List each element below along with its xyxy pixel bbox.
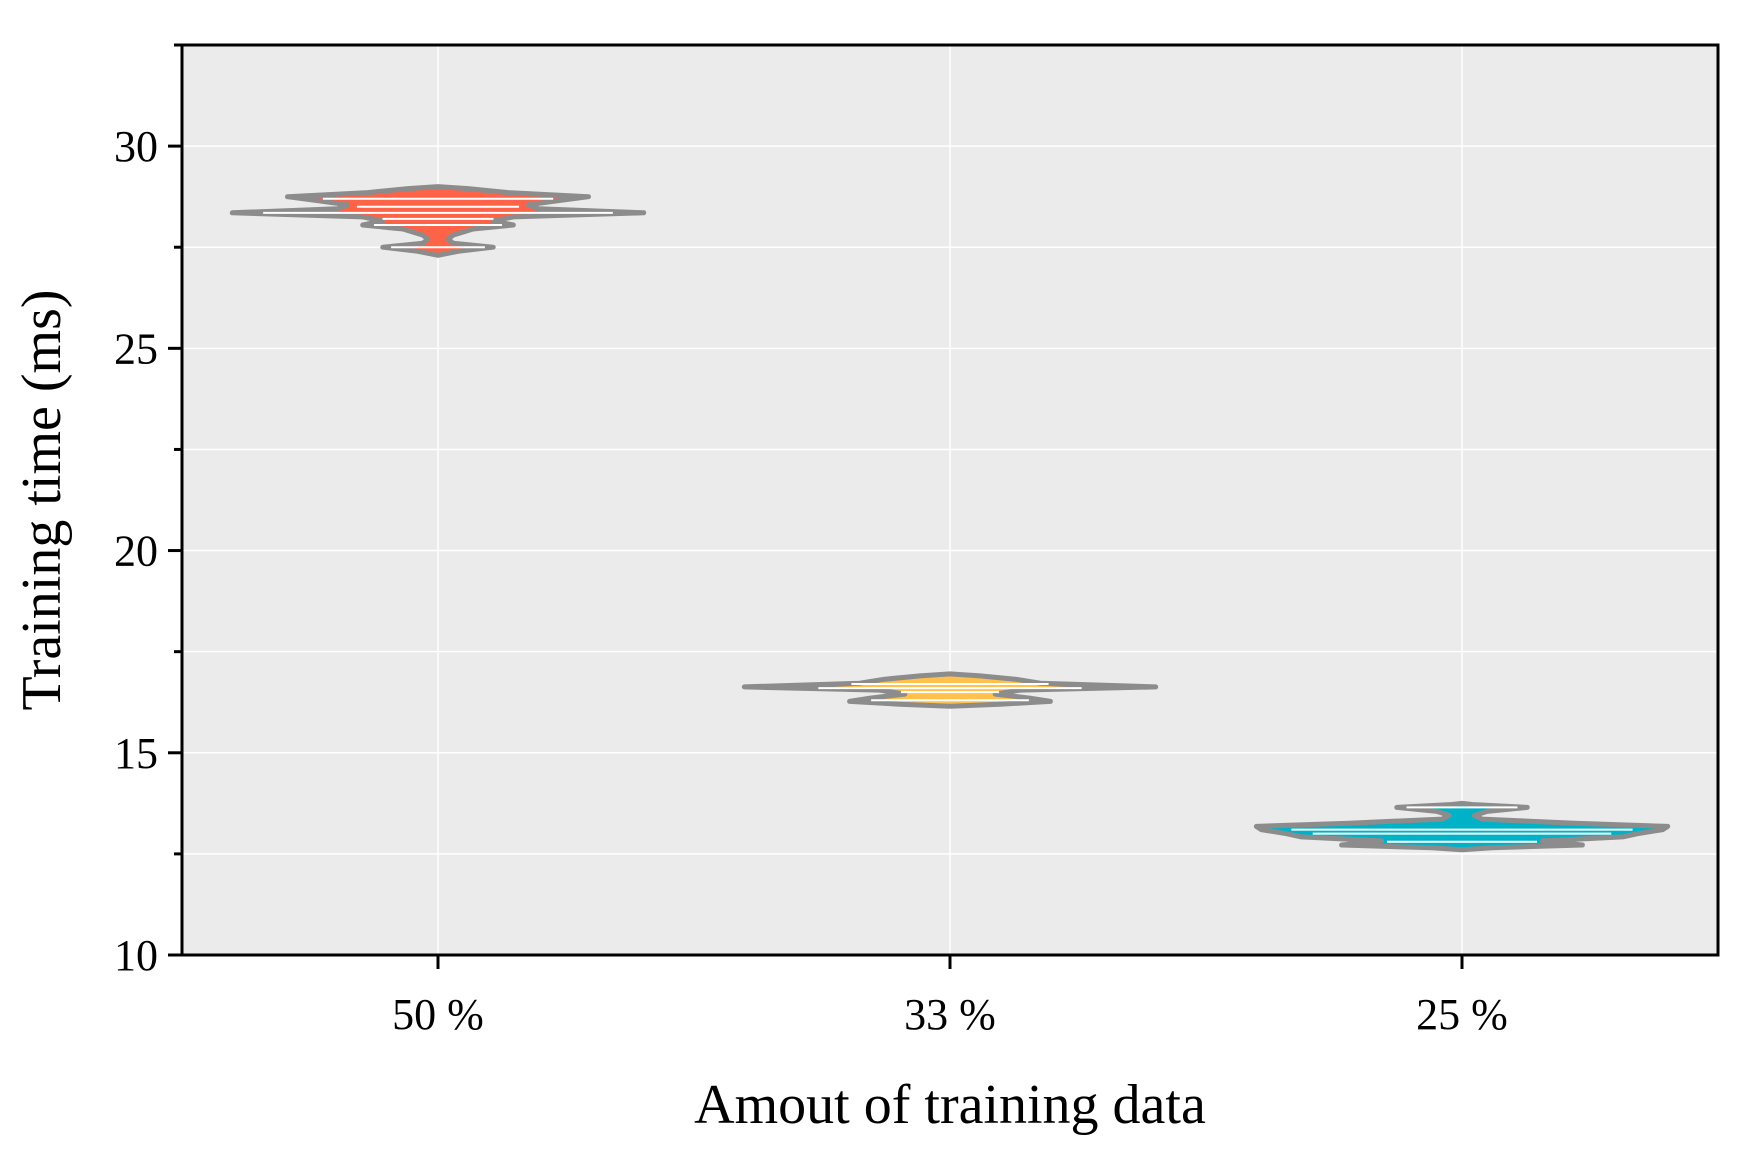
y-tick-label: 25	[114, 324, 158, 373]
violin-1	[229, 184, 647, 258]
y-tick-label: 30	[114, 122, 158, 171]
violin-2	[741, 671, 1159, 709]
x-tick-label: 50 %	[392, 990, 484, 1039]
x-axis-label: Amout of training data	[694, 1074, 1206, 1136]
y-tick-label: 10	[114, 931, 158, 980]
axis-ticks: 10 15 20 25 30 50 % 33 % 25 %	[114, 43, 1508, 1039]
y-tick-label: 15	[114, 729, 158, 778]
x-tick-label: 25 %	[1416, 990, 1508, 1039]
violins	[229, 184, 1671, 853]
y-axis-label: Training time (ms)	[11, 289, 73, 710]
x-tick-label: 33 %	[904, 990, 996, 1039]
violin-3	[1253, 800, 1671, 853]
y-tick-label: 20	[114, 527, 158, 576]
